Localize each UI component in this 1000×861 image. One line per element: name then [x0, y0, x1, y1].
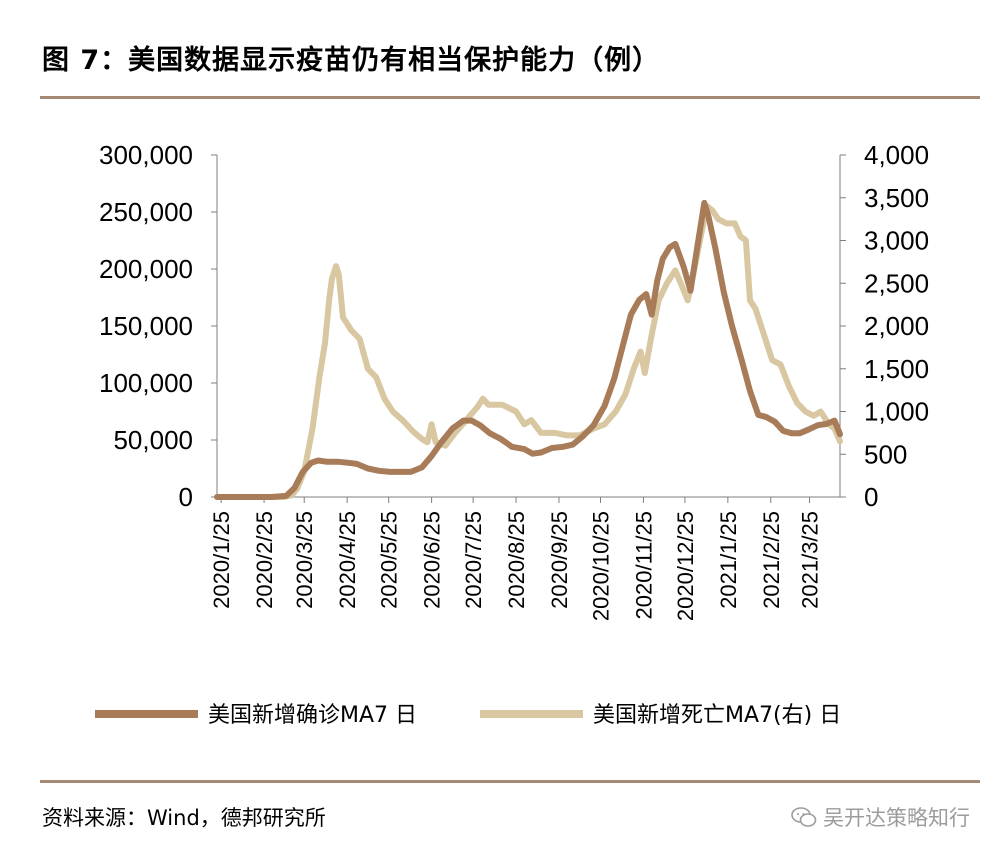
chart-area: 300,000 250,000 200,000 150,000 100,000 50,00…: [95, 140, 929, 728]
y-right-tick-label: 2,000: [864, 311, 929, 341]
chart-title: 图 7：美国数据显示疫苗仍有相当保护能力（例）: [42, 45, 661, 76]
x-tick-label: 2020/1/25: [209, 511, 234, 609]
y-left-tick-label: 200,000: [99, 254, 193, 284]
x-tick-label: 2020/6/25: [420, 511, 445, 609]
y-left-tick-label: 50,000: [113, 425, 193, 455]
legend-label-cases: 美国新增确诊MA7 日: [208, 703, 417, 728]
x-tick-label: 2020/10/25: [588, 511, 613, 621]
watermark-text: 吴开达策略知行: [823, 806, 970, 830]
y-right-tick-label: 500: [864, 439, 907, 469]
x-tick-label: 2021/2/25: [759, 511, 784, 609]
x-tick-label: 2021/1/25: [716, 511, 741, 609]
x-tick-label: 2020/7/25: [461, 511, 486, 609]
y-left-tick-label: 300,000: [99, 140, 193, 170]
y-left-tick-label: 100,000: [99, 368, 193, 398]
x-tick-label: 2020/9/25: [547, 511, 572, 609]
legend-label-deaths: 美国新增死亡MA7(右) 日: [593, 703, 841, 728]
x-tick-label: 2020/2/25: [252, 511, 277, 609]
top-divider: [40, 96, 980, 99]
x-tick-label: 2020/4/25: [335, 511, 360, 609]
source-note: 资料来源：Wind，德邦研究所: [42, 806, 326, 830]
x-tick-label: 2020/12/25: [673, 511, 698, 621]
bottom-divider: [40, 780, 980, 783]
y-right-tick-label: 4,000: [864, 140, 929, 170]
y-right-tick-label: 3,000: [864, 226, 929, 256]
series-line-deaths: [214, 203, 843, 500]
x-tick-label: 2021/3/25: [798, 511, 823, 609]
y-left-tick-label: 150,000: [99, 311, 193, 341]
y-right-tick-label: 1,000: [864, 397, 929, 427]
y-right-tick-label: 2,500: [864, 268, 929, 298]
series-line-cases: [214, 199, 843, 500]
wechat-icon: [791, 807, 817, 827]
series-layer: [214, 199, 843, 500]
x-tick-label: 2020/5/25: [377, 511, 402, 609]
y-right-tick-label: 1,500: [864, 354, 929, 384]
y-right-tick-label: 0: [864, 482, 878, 512]
x-tick-label: 2020/8/25: [504, 511, 529, 609]
axes: 300,000 250,000 200,000 150,000 100,000 50,00…: [99, 140, 929, 621]
y-right-tick-label: 3,500: [864, 183, 929, 213]
y-left-tick-label: 0: [179, 482, 193, 512]
legend: 美国新增确诊MA7 日 美国新增死亡MA7(右) 日: [95, 703, 841, 728]
x-tick-label: 2020/11/25: [631, 511, 656, 619]
x-tick-label: 2020/3/25: [292, 511, 317, 609]
y-left-tick-label: 250,000: [99, 197, 193, 227]
watermark: 吴开达策略知行: [791, 802, 970, 832]
